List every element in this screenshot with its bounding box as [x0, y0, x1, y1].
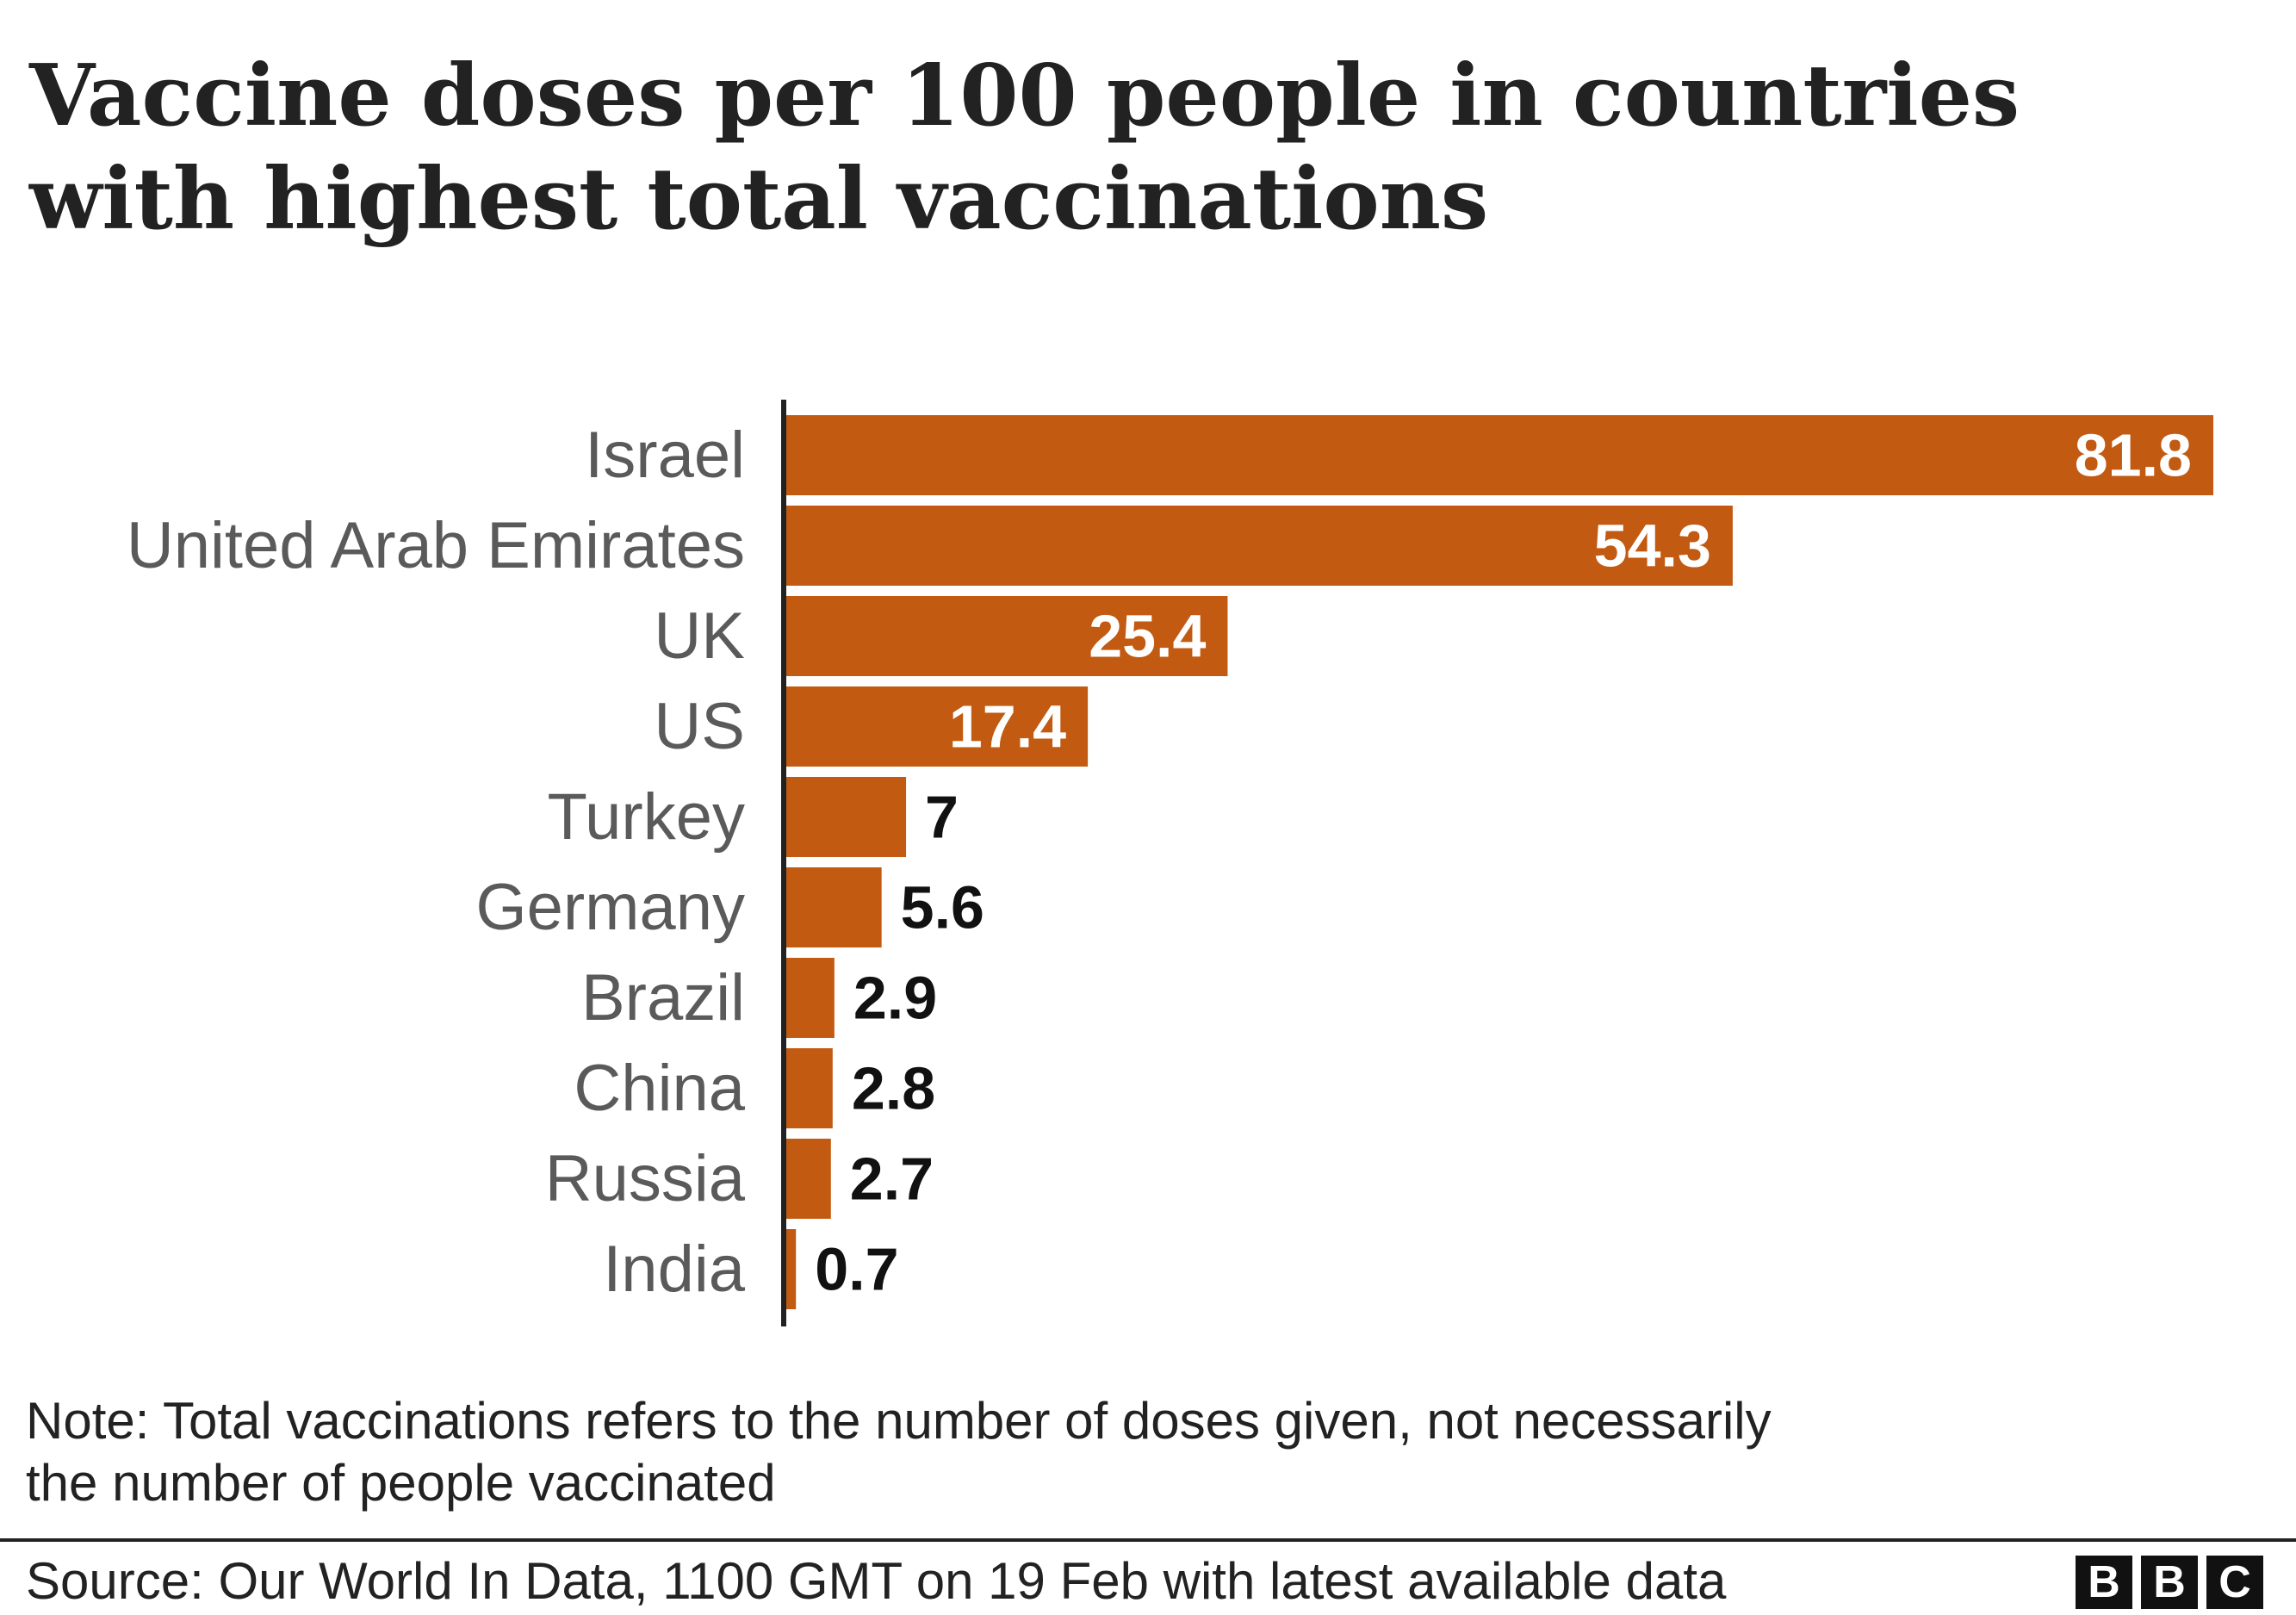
bar-germany: [784, 867, 882, 947]
bar-uk: [784, 596, 1228, 676]
chart-title-line-1: Vaccine doses per 100 people in countrie…: [29, 47, 2020, 146]
source-text: Source: Our World In Data, 1100 GMT on 1…: [26, 1552, 1727, 1610]
bbc-logo-letter-2: B: [2141, 1556, 2198, 1609]
source-divider: [0, 1538, 2296, 1542]
category-label: United Arab Emirates: [127, 509, 745, 582]
chart-note-line-2: the number of people vaccinated: [26, 1454, 776, 1512]
value-label: 2.8: [852, 1055, 935, 1122]
bbc-logo-letter-3: C: [2206, 1556, 2263, 1609]
bar-us: [784, 686, 1089, 767]
chart-note-line-1: Note: Total vaccinations refers to the n…: [26, 1392, 1772, 1450]
bar-china: [784, 1048, 833, 1128]
value-label: 2.9: [853, 965, 937, 1032]
bar-india: [784, 1229, 797, 1309]
value-label: 81.8: [2075, 422, 2192, 489]
value-label: 0.7: [815, 1236, 898, 1303]
value-label: 5.6: [901, 874, 984, 941]
chart-note: Note: Total vaccinations refers to the n…: [26, 1390, 2265, 1514]
value-label: 25.4: [1089, 603, 1206, 670]
value-label: 17.4: [949, 693, 1066, 761]
bar-united-arab-emirates: [784, 506, 1733, 586]
value-label: 7: [925, 784, 959, 851]
bar-turkey: [784, 777, 907, 857]
category-label: US: [654, 690, 745, 763]
value-label: 54.3: [1594, 512, 1711, 580]
category-label: UK: [654, 599, 745, 673]
bar-brazil: [784, 958, 835, 1038]
chart-title-line-2: with highest total vaccinations: [29, 150, 1489, 249]
category-label: China: [574, 1052, 745, 1125]
category-label: Germany: [475, 871, 745, 944]
category-label: Russia: [545, 1142, 746, 1215]
category-label: Brazil: [581, 961, 745, 1034]
bar-israel: [784, 415, 2213, 495]
bbc-logo-letter-1: B: [2076, 1556, 2132, 1609]
category-label: India: [603, 1233, 746, 1306]
chart-title: Vaccine doses per 100 people in countrie…: [29, 45, 2234, 252]
category-label: Turkey: [548, 780, 745, 854]
bar-russia: [784, 1139, 831, 1219]
value-label: 2.7: [850, 1146, 934, 1213]
category-label: Israel: [585, 419, 745, 492]
bbc-logo: B B C: [2076, 1556, 2263, 1609]
